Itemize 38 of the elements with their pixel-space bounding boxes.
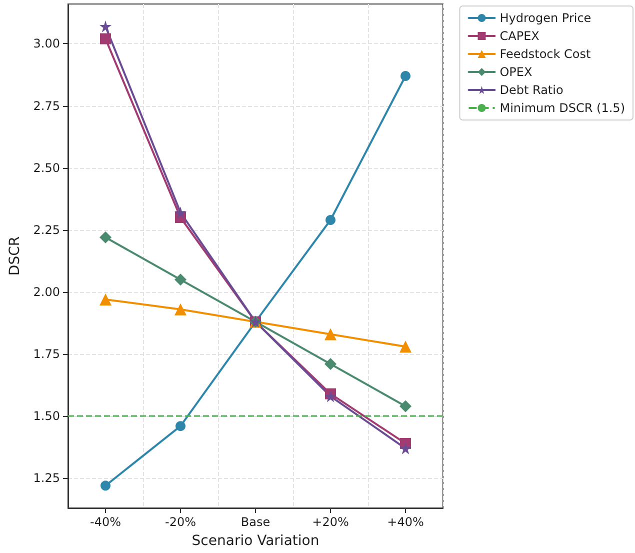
y-tick-label: 2.75: [33, 98, 60, 113]
y-tick-label: 2.00: [33, 285, 60, 299]
point: [400, 442, 412, 454]
point: [400, 400, 412, 412]
y-tick-label: 1.75: [33, 347, 60, 362]
point: [100, 231, 112, 244]
point: [400, 71, 410, 81]
point: [324, 390, 336, 402]
point: [176, 421, 186, 432]
y-tick-label: 1.25: [33, 471, 60, 486]
x-axis-title: Scenario Variation: [192, 533, 320, 549]
point: [174, 303, 186, 316]
legend-label: Debt Ratio: [500, 83, 564, 97]
y-tick-label: 1.50: [33, 409, 60, 424]
x-tick-label: +40%: [387, 515, 424, 529]
x-tick-label: -40%: [90, 515, 122, 529]
point: [100, 293, 112, 306]
x-tick-label: +20%: [312, 515, 349, 529]
y-tick-label: 3.00: [33, 36, 60, 51]
legend-label: Hydrogen Price: [500, 11, 592, 25]
point: [100, 480, 110, 491]
point: [326, 215, 336, 225]
legend-label: Minimum DSCR (1.5): [500, 101, 626, 115]
point: [324, 358, 336, 370]
x-tick-label: -20%: [164, 515, 196, 529]
x-tick-label: Base: [240, 515, 270, 529]
legend-label: Feedstock Cost: [500, 47, 591, 61]
y-tick-label: 2.50: [33, 160, 60, 175]
point: [324, 328, 336, 340]
y-axis-title: DSCR: [7, 236, 23, 276]
point: [100, 33, 111, 44]
point: [100, 20, 112, 32]
point: [174, 274, 186, 286]
point: [174, 206, 186, 219]
y-tick-label: 2.25: [33, 222, 60, 237]
point: [400, 340, 412, 353]
legend-label: CAPEX: [500, 29, 540, 43]
legend-label: OPEX: [500, 65, 532, 79]
